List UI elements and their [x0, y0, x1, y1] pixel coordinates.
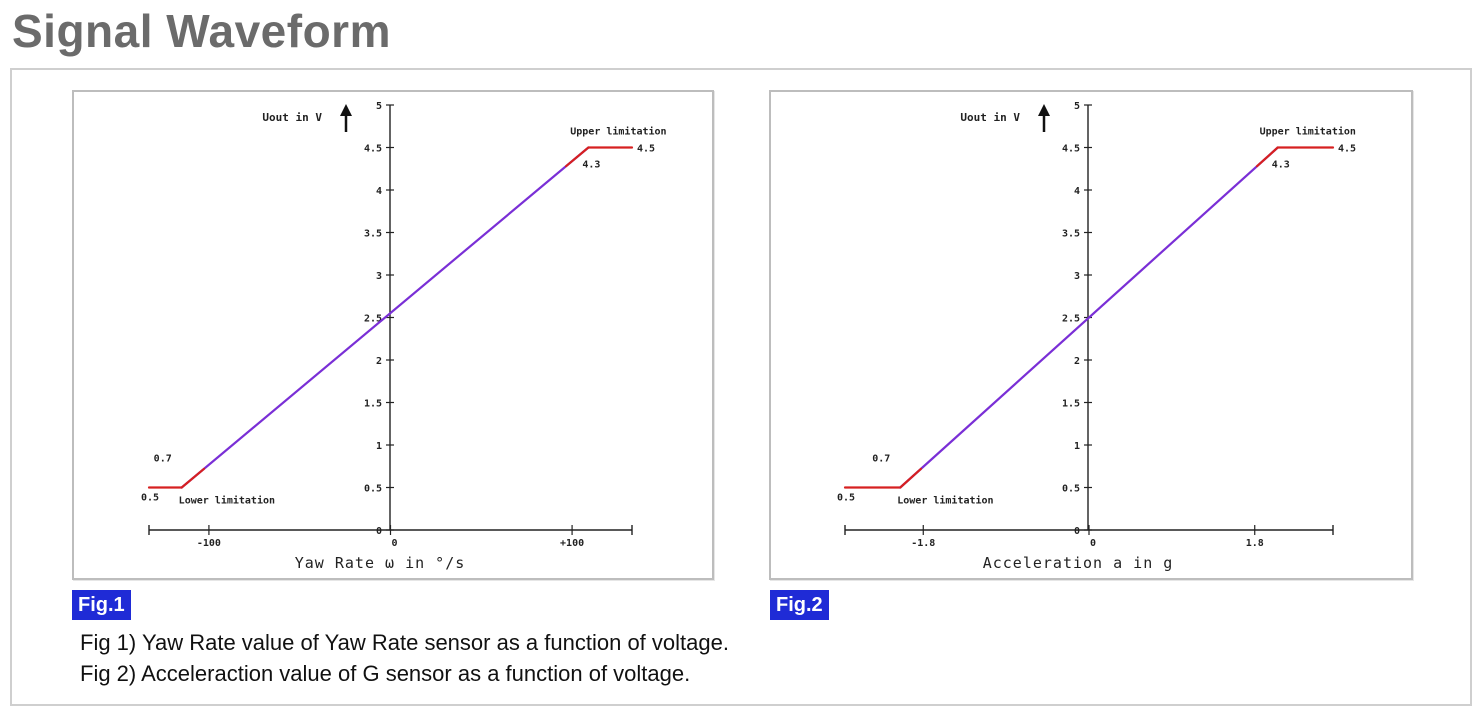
lower-value-label: 0.5	[141, 493, 159, 504]
lower-limitation-label: Lower limitation	[897, 495, 993, 507]
y-tick-label: 4.5	[364, 144, 382, 155]
y-tick-label: 1.5	[364, 399, 382, 410]
lower-limitation-label: Lower limitation	[179, 495, 275, 507]
y-tick-label: 2	[376, 356, 382, 367]
y-tick-label: 3	[376, 271, 382, 282]
x-tick-label: 0	[1090, 538, 1096, 549]
x-tick-label: +100	[560, 538, 584, 549]
upper-limitation-label: Upper limitation	[570, 126, 666, 138]
lower-knee-label: 0.7	[872, 454, 890, 465]
y-tick-label: 2.5	[364, 314, 382, 325]
x-tick-label: 1.8	[1246, 538, 1264, 549]
chart-yaw-rate-svg: 0 0.5 1 1.5 2 2.5 3 3.5 4 4.5 5 -100 0 +100 Uout in V Y…	[141, 101, 667, 572]
y-tick-label: 2	[1074, 356, 1080, 367]
y-axis-label: Uout in V	[960, 111, 1020, 124]
lower-knee-label: 0.7	[154, 454, 172, 465]
x-tick-label: 0	[392, 538, 398, 549]
fig2-badge: Fig.2	[770, 590, 829, 620]
caption-fig2: Fig 2) Acceleraction value of G sensor a…	[80, 661, 691, 686]
y-tick-label: 3	[1074, 271, 1080, 282]
fig1-badge: Fig.1	[72, 590, 131, 620]
y-tick-label: 4	[1074, 186, 1080, 197]
y-tick-label: 0	[1074, 526, 1080, 537]
lower-knee-segment	[180, 467, 206, 489]
y-tick-label: 0.5	[364, 484, 382, 495]
upper-knee-segment	[564, 146, 590, 168]
chart-acceleration: 0 0.5 1 1.5 2 2.5 3 3.5 4 4.5 5 -1.8 0 1.8 Uout in V Ac…	[769, 90, 1413, 580]
y-tick-label: 5	[1074, 101, 1080, 112]
figure-frame	[10, 68, 1472, 706]
chart-yaw-rate: 0 0.5 1 1.5 2 2.5 3 3.5 4 4.5 5 -100 0 +100 Uout in V Y…	[72, 90, 714, 580]
x-tick-label: -1.8	[911, 538, 935, 549]
y-tick-label: 1	[1074, 441, 1080, 452]
y-axis-label: Uout in V	[262, 111, 322, 124]
x-axis-label: Yaw Rate ω in °/s	[295, 554, 466, 572]
y-tick-label: 1	[376, 441, 382, 452]
chart-acceleration-svg: 0 0.5 1 1.5 2 2.5 3 3.5 4 4.5 5 -1.8 0 1.8 Uout in V Ac…	[837, 101, 1356, 572]
upper-value-label: 4.5	[637, 144, 655, 155]
x-tick-label: -100	[197, 538, 221, 549]
page-title: Signal Waveform	[12, 5, 391, 57]
y-tick-label: 0.5	[1062, 484, 1080, 495]
upper-knee-segment	[1255, 146, 1279, 168]
series-linear	[180, 146, 590, 489]
caption-fig1: Fig 1) Yaw Rate value of Yaw Rate sensor…	[80, 630, 729, 655]
lower-value-label: 0.5	[837, 493, 855, 504]
y-tick-label: 3.5	[1062, 229, 1080, 240]
upper-limitation-label: Upper limitation	[1260, 126, 1356, 138]
y-axis-arrow-head	[1038, 104, 1050, 116]
y-tick-label: 4	[376, 186, 382, 197]
upper-knee-label: 4.3	[582, 160, 600, 171]
y-tick-label: 5	[376, 101, 382, 112]
y-tick-label: 4.5	[1062, 144, 1080, 155]
series-linear	[899, 146, 1279, 489]
y-tick-label: 0	[376, 526, 382, 537]
x-axis-label: Acceleration a in g	[983, 554, 1174, 572]
y-axis-arrow-head	[340, 104, 352, 116]
upper-knee-label: 4.3	[1272, 160, 1290, 171]
y-tick-label: 2.5	[1062, 314, 1080, 325]
y-tick-label: 1.5	[1062, 399, 1080, 410]
lower-knee-segment	[899, 467, 923, 489]
y-tick-label: 3.5	[364, 229, 382, 240]
upper-value-label: 4.5	[1338, 144, 1356, 155]
